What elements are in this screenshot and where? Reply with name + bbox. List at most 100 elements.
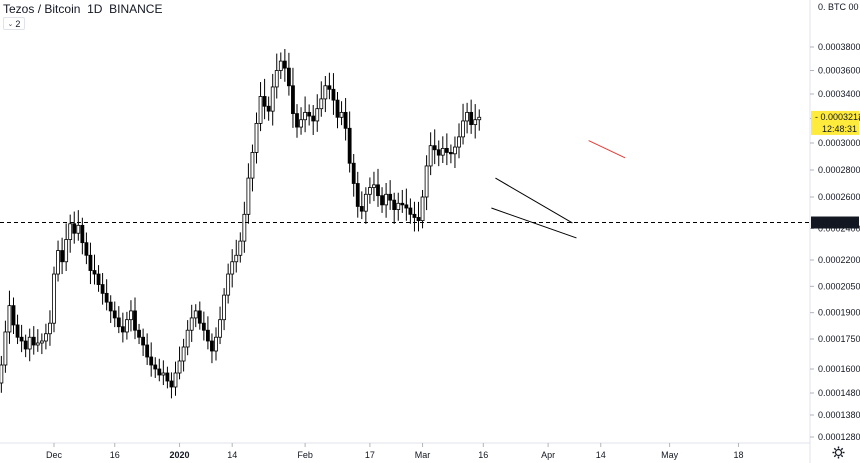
x-tick-label: May [661,450,679,460]
candle-body [380,195,384,206]
candle-body [266,105,271,112]
candle-body [262,96,267,107]
x-tick-label: 14 [227,450,237,460]
candle-body [339,111,344,118]
candle-body [169,380,174,388]
y-tick-label: 0.0003400 [818,89,860,99]
y-tick-label: 0.0003000 [818,138,860,148]
candle-body [238,240,243,256]
candle-body [392,199,397,210]
candle-body [60,250,64,263]
candle-body [347,127,352,164]
candle-body [185,329,190,348]
candle-body [222,294,227,321]
candle-body [246,177,251,215]
y-tick-label: 0.0002600 [818,192,860,202]
legend-interval: 1D [87,2,103,16]
candle-body [465,111,470,122]
x-tick-label: Dec [46,450,63,460]
candle-body [197,310,202,324]
candle-body [473,119,478,126]
candle-body [15,324,20,338]
candle-body [193,310,198,319]
candle-body [278,60,283,71]
y-tick-label: 0.0001900 [818,308,860,318]
candle-body [303,111,308,121]
gear-icon[interactable] [832,446,845,462]
candle-body [315,108,320,122]
candle-body [11,305,16,326]
candle-body [343,111,348,129]
candle-body [416,217,421,222]
candle-body [116,317,121,328]
x-tick-label: 14 [596,450,606,460]
x-tick-label: 17 [365,450,375,460]
y-tick-label: 0.0002050 [818,281,860,291]
candle-body [396,202,401,211]
y-tick-label: 0.0001600 [818,364,860,374]
legend-quote: Bitcoin [44,2,81,16]
chart-legend: Tezos / Bitcoin 1D BINANCE [3,2,162,16]
candle-body [295,113,299,128]
y-tick-label: 0.0001280 [818,432,860,442]
candle-body [31,336,36,346]
y-tick-label: 0.0003600 [818,66,860,76]
candle-body [274,70,279,88]
candle-body [367,187,372,195]
candle-body [23,340,28,350]
x-tick-label: 2020 [170,450,190,460]
legend-sep: / [37,2,42,16]
candle-body [173,372,178,388]
candle-body [157,368,162,376]
candle-body [27,336,32,350]
candle-body [408,207,413,215]
y-tick-label: 0.0001750 [818,334,860,344]
candle-body [100,284,105,294]
candle-body [404,204,409,209]
candle-body [145,344,150,358]
candle-body [436,149,441,156]
candle-body [282,60,287,69]
candle-body [242,213,247,242]
candle-body [432,145,437,151]
candle-body [376,184,380,197]
candle-body [19,336,24,342]
y-tick-label: 0.0001480 [818,388,860,398]
candle-body [48,322,52,335]
x-tick-label: Apr [541,450,555,460]
y-tick-label: 0.0003800 [818,42,860,52]
y-tick-label: 0.0002200 [818,255,860,265]
candle-body [230,261,235,275]
candle-body [363,193,368,212]
candle-body [420,196,425,222]
candle-body [35,342,40,346]
candle-body [52,273,56,324]
candle-body [84,242,89,256]
candle-body [141,336,146,346]
candle-body [112,310,117,319]
y-tick-label: 0.0001380 [818,410,860,420]
candle-body [201,322,206,331]
candle-body [108,301,113,312]
indicators-toggle-button[interactable]: ⌄ 2 [3,17,25,30]
x-tick-label: 16 [478,450,488,460]
candle-body [96,273,101,285]
candle-body [165,372,170,382]
candle-body [120,326,125,333]
candle-body [218,319,222,338]
candle-body [234,254,239,263]
candle-body [149,356,154,366]
candle-body [311,115,316,122]
candle-body [7,305,12,333]
horizontal-level-label-bg [811,216,859,229]
candle-body [104,292,109,303]
candle-body [307,111,312,117]
candle-body [80,224,85,244]
candle-body [254,123,259,153]
candle-body [181,346,186,362]
candle-body [250,152,255,179]
candle-body [129,310,133,321]
axis-currency-label: 0. BTC 00 [818,2,859,12]
candle-body [327,85,332,90]
